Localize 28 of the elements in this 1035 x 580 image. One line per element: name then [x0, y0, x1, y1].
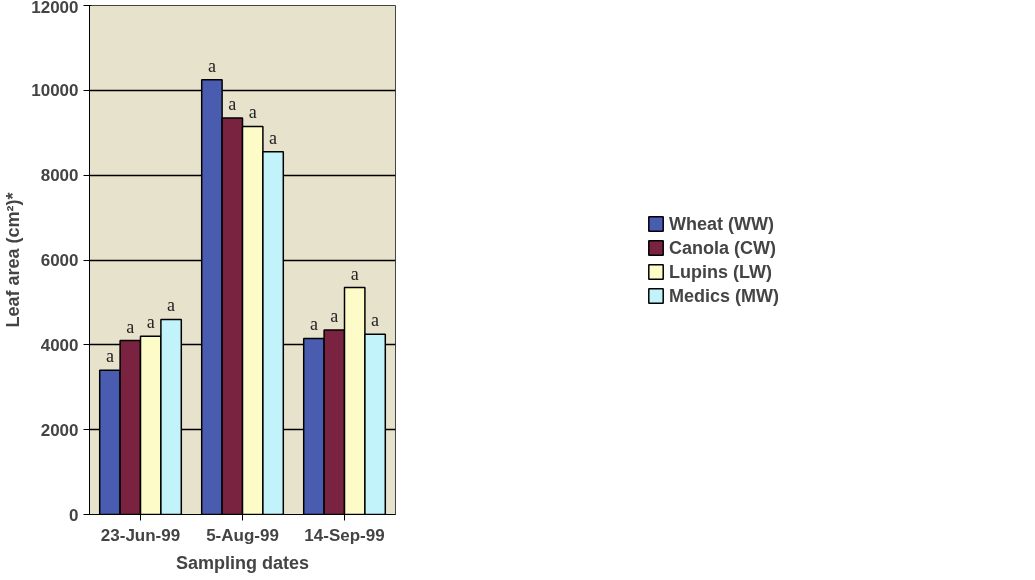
x-axis-title: Sampling dates [175, 552, 310, 573]
data-label: a [350, 263, 359, 284]
y-axis-title: Leaf area (cm²)* [3, 192, 24, 328]
data-label: a [146, 312, 155, 333]
y-tick-label: 8000 [40, 166, 79, 186]
y-tick-label: 12000 [31, 0, 79, 17]
legend-label: Lupins (LW) [669, 261, 772, 282]
x-tick-label: 23-Jun-99 [100, 525, 181, 545]
data-label: a [105, 346, 114, 367]
legend-label: Medics (MW) [669, 285, 779, 306]
y-tick-label: 0 [69, 505, 79, 525]
x-tick-label: 5-Aug-99 [206, 525, 279, 545]
y-tick-label: 10000 [31, 81, 79, 101]
y-tick-label: 6000 [40, 251, 79, 270]
data-label: a [309, 314, 318, 335]
y-tick-label: 2000 [40, 420, 79, 440]
x-tick-label: 14-Sep-99 [304, 525, 385, 545]
data-label: a [167, 295, 176, 316]
data-label: a [330, 305, 339, 326]
legend-label: Canola (CW) [669, 237, 776, 258]
data-label: a [248, 102, 257, 123]
y-tick-label: 4000 [40, 335, 79, 355]
data-label: a [228, 93, 237, 114]
data-label: a [126, 316, 135, 337]
data-label: a [207, 55, 216, 76]
data-label: a [269, 127, 278, 148]
legend-label: Wheat (WW) [669, 213, 774, 234]
data-label: a [371, 310, 380, 331]
